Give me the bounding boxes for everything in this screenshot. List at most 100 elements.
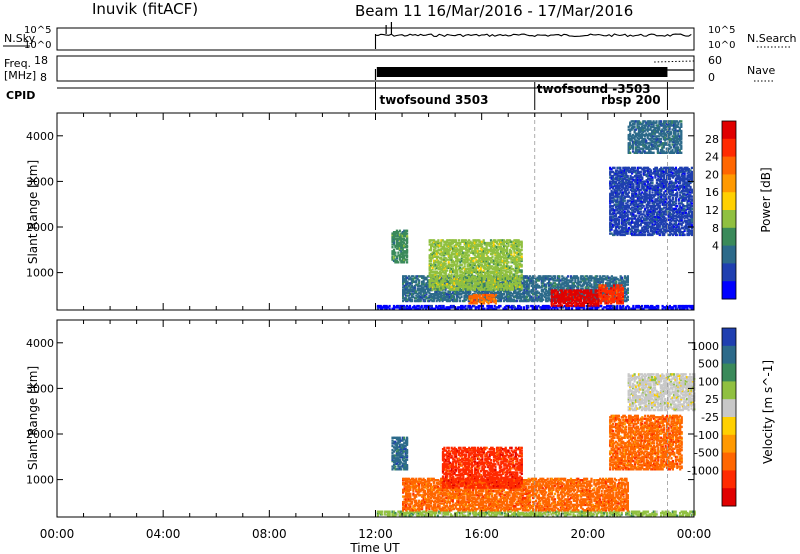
data-cell <box>524 287 527 290</box>
data-cell <box>437 277 440 280</box>
data-cell <box>587 292 590 295</box>
data-cell <box>618 292 622 295</box>
data-cell <box>605 291 608 294</box>
data-cell <box>438 270 441 274</box>
data-cell <box>431 257 434 260</box>
data-cell <box>456 299 459 303</box>
data-cell <box>632 198 635 201</box>
data-cell <box>493 304 496 308</box>
data-cell <box>632 206 635 209</box>
data-cell <box>607 289 610 293</box>
data-cell <box>519 278 522 282</box>
data-cell <box>636 174 639 178</box>
data-cell <box>521 291 524 294</box>
data-cell <box>595 289 599 292</box>
data-cell <box>492 307 495 310</box>
data-cell <box>487 251 490 254</box>
data-cell <box>443 257 446 260</box>
data-cell <box>491 252 494 256</box>
data-cell <box>651 306 654 309</box>
data-cell <box>478 293 481 297</box>
data-cell <box>471 304 474 308</box>
data-cell <box>553 276 557 279</box>
data-cell <box>463 275 466 278</box>
data-cell <box>610 174 613 178</box>
data-cell <box>442 304 445 308</box>
data-cell <box>514 251 517 254</box>
data-cell <box>405 278 408 281</box>
data-cell <box>503 241 506 245</box>
data-cell <box>616 192 619 196</box>
data-cell <box>487 266 490 269</box>
data-cell <box>446 248 449 252</box>
data-cell <box>463 241 466 245</box>
data-cell <box>440 278 443 281</box>
data-cell <box>510 287 513 290</box>
data-cell <box>625 229 628 232</box>
data-cell <box>620 228 623 231</box>
data-cell <box>605 289 608 293</box>
data-cell <box>444 266 447 269</box>
data-cell <box>622 220 625 223</box>
data-cell <box>398 307 401 310</box>
data-cell <box>619 278 622 281</box>
data-cell <box>514 269 517 272</box>
data-cell <box>638 306 641 309</box>
data-cell <box>451 240 455 243</box>
data-cell <box>425 286 428 289</box>
data-cell <box>501 261 504 264</box>
data-cell <box>620 173 623 176</box>
data-cell <box>620 302 623 305</box>
data-cell <box>444 280 447 283</box>
data-cell <box>376 304 379 308</box>
data-cell <box>607 295 610 298</box>
data-cell <box>456 247 459 250</box>
data-cell <box>437 275 440 278</box>
data-cell <box>524 280 527 284</box>
data-cell <box>527 299 530 303</box>
data-cell <box>441 247 444 250</box>
data-cell <box>466 280 469 283</box>
data-cell <box>406 294 409 297</box>
data-cell <box>409 286 412 289</box>
data-cell <box>571 284 574 288</box>
data-cell <box>520 277 523 280</box>
data-cell <box>560 290 564 294</box>
data-cell <box>447 258 450 261</box>
data-cell <box>527 286 530 289</box>
data-cell <box>599 287 603 290</box>
data-cell <box>635 231 638 234</box>
data-cell <box>540 282 543 285</box>
data-cell <box>460 277 463 280</box>
data-cell <box>425 307 428 310</box>
data-cell <box>506 267 509 271</box>
data-cell <box>625 179 628 182</box>
data-cell <box>638 214 641 217</box>
data-cell <box>633 217 637 220</box>
data-cell <box>584 290 587 294</box>
data-cell <box>489 276 493 279</box>
data-cell <box>574 293 577 296</box>
data-cell <box>459 277 462 280</box>
data-cell <box>620 225 623 228</box>
data-cell <box>635 187 638 190</box>
data-cell <box>601 307 604 310</box>
data-cell <box>502 293 505 296</box>
data-cell <box>446 307 450 310</box>
data-cell <box>612 279 615 282</box>
data-cell <box>575 298 578 302</box>
data-cell <box>491 281 494 284</box>
data-cell <box>410 298 413 301</box>
data-cell <box>674 307 677 310</box>
data-cell <box>559 287 562 290</box>
data-cell <box>611 304 615 308</box>
data-cell <box>616 187 619 190</box>
data-cell <box>604 306 607 309</box>
data-cell <box>502 299 505 303</box>
data-cell <box>638 304 641 308</box>
data-cell <box>469 300 473 304</box>
data-cell <box>479 266 482 269</box>
data-cell <box>412 275 415 278</box>
data-cell <box>488 300 491 304</box>
data-cell <box>506 285 509 289</box>
